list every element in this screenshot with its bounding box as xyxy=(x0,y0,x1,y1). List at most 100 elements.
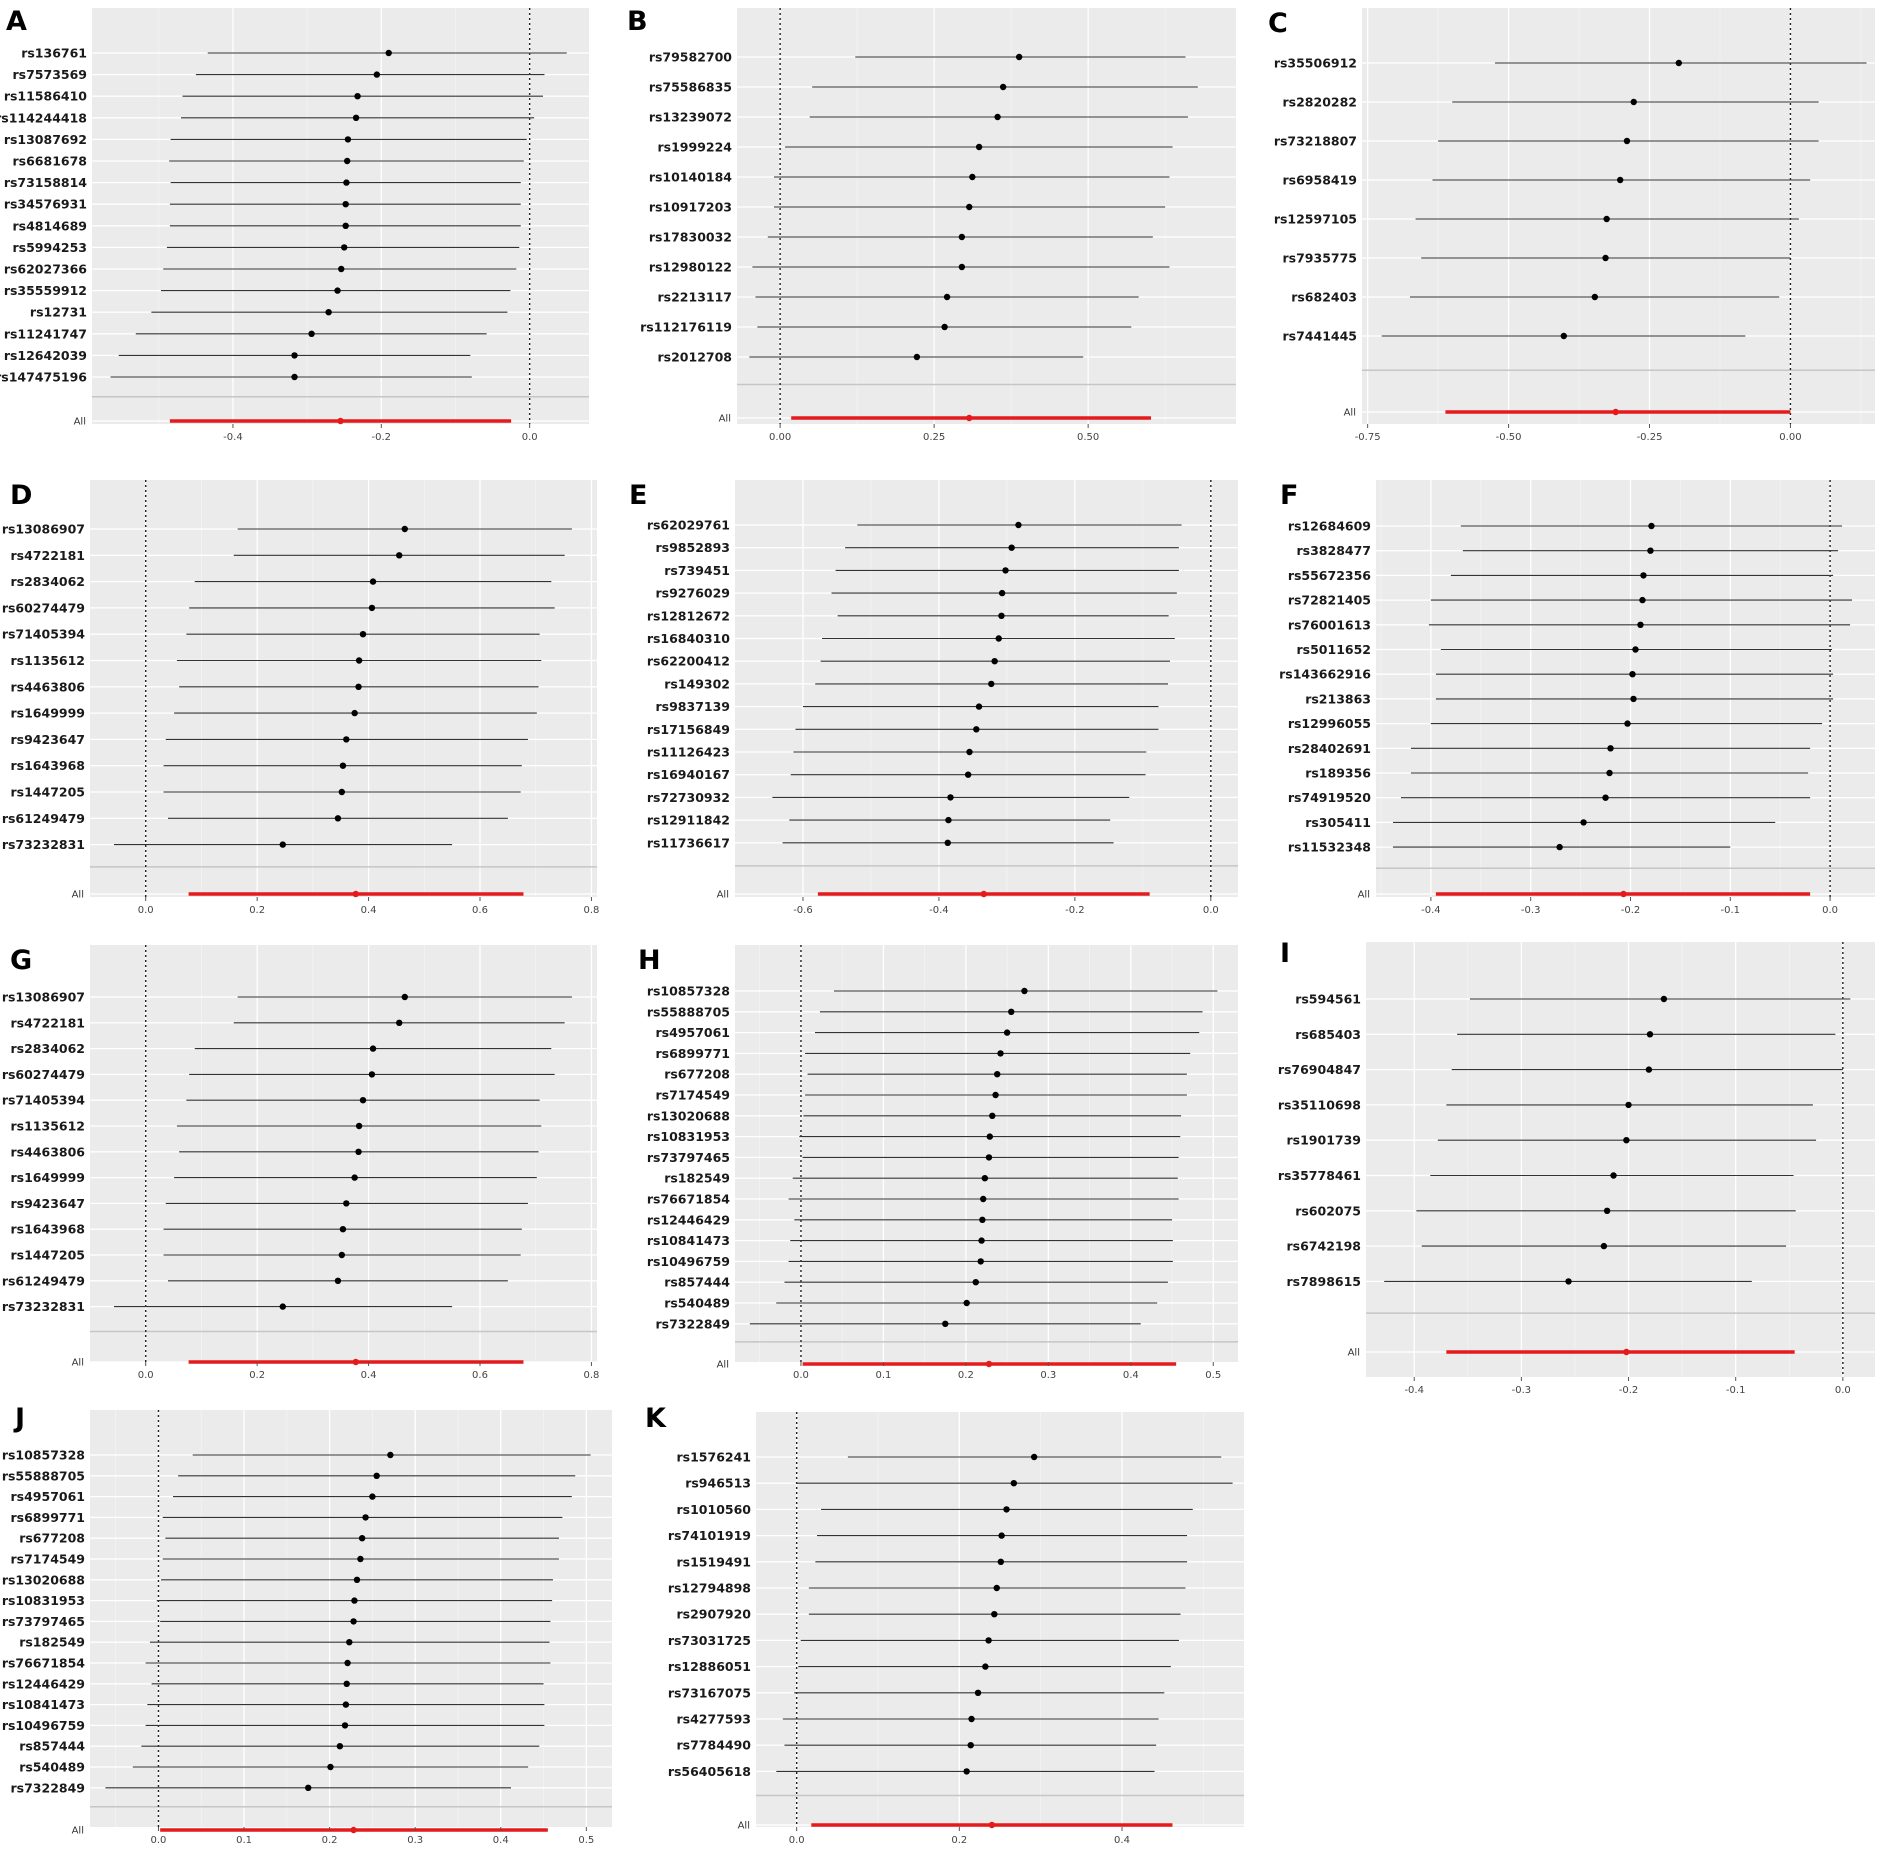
x-tick-label: 0.0 xyxy=(1203,905,1219,916)
snp-label: rs9276029 xyxy=(656,586,731,601)
overall-label: All xyxy=(1348,1348,1360,1359)
snp-label: rs73797465 xyxy=(647,1150,730,1165)
x-tick-label: -0.75 xyxy=(1355,432,1381,443)
panel-letter-k: K xyxy=(645,1403,666,1434)
snp-label: rs4957061 xyxy=(11,1489,86,1504)
snp-estimate-point xyxy=(1607,745,1614,752)
snp-label: rs4277593 xyxy=(677,1712,752,1727)
snp-label: rs6742198 xyxy=(1287,1239,1362,1254)
forest-panel-h: rs10857328 rs55888705 rs4957061 rs6899771 rs… xyxy=(647,945,1238,1381)
snp-estimate-point xyxy=(339,1226,347,1233)
x-tick-label: 0.3 xyxy=(1040,1370,1056,1381)
snp-label: rs4463806 xyxy=(11,679,86,694)
snp-label: rs857444 xyxy=(664,1275,730,1290)
snp-estimate-point xyxy=(1002,567,1009,574)
snp-label: rs2012708 xyxy=(658,350,733,365)
snp-estimate-point xyxy=(1015,53,1023,61)
snp-estimate-point xyxy=(1645,1066,1653,1073)
snp-label: rs61249479 xyxy=(2,811,85,826)
snp-label: rs1643968 xyxy=(11,1222,86,1237)
snp-estimate-point xyxy=(991,1611,998,1618)
snp-estimate-point xyxy=(1556,843,1563,851)
overall-label: All xyxy=(717,1360,729,1371)
snp-label: rs62027366 xyxy=(4,262,87,277)
snp-label: rs13087692 xyxy=(4,132,87,147)
snp-estimate-point xyxy=(969,173,976,181)
snp-label: rs10917203 xyxy=(649,200,732,215)
x-tick-label: -0.2 xyxy=(1621,905,1641,916)
snp-estimate-point xyxy=(1003,1029,1011,1036)
overall-estimate-point xyxy=(985,1360,993,1368)
overall-estimate-point xyxy=(352,1358,359,1366)
snp-estimate-point xyxy=(1565,1278,1572,1285)
x-tick-label: -0.3 xyxy=(1512,1385,1532,1396)
snp-label: rs7322849 xyxy=(656,1316,731,1331)
snp-label: rs35778461 xyxy=(1278,1168,1361,1183)
forest-panel-j: rs10857328 rs55888705 rs4957061 rs6899771 rs… xyxy=(2,1410,612,1846)
panel-letter-c: C xyxy=(1268,8,1288,39)
panel-letter-i: I xyxy=(1280,938,1291,969)
snp-estimate-point xyxy=(339,762,347,769)
snp-label: rs1643968 xyxy=(11,758,86,773)
snp-estimate-point xyxy=(1646,1031,1654,1038)
x-tick-label: 0.2 xyxy=(249,905,265,916)
snp-estimate-point xyxy=(985,1154,993,1161)
x-tick-label: 0.4 xyxy=(361,1370,377,1381)
snp-estimate-point xyxy=(1580,819,1587,826)
snp-label: rs73031725 xyxy=(668,1633,751,1648)
snp-label: rs76671854 xyxy=(2,1656,85,1671)
snp-label: rs35506912 xyxy=(1274,56,1357,71)
snp-label: rs73167075 xyxy=(668,1685,751,1700)
panel-letter-b: B xyxy=(627,6,648,37)
snp-estimate-point xyxy=(358,1535,366,1542)
overall-label: All xyxy=(717,890,729,901)
plot-background xyxy=(90,480,597,897)
snp-estimate-point xyxy=(994,1071,1001,1078)
x-tick-label: -0.50 xyxy=(1496,432,1522,443)
snp-label: rs73158814 xyxy=(4,175,87,190)
snp-estimate-point xyxy=(968,1715,975,1723)
snp-label: rs73797465 xyxy=(2,1614,85,1629)
x-tick-label: 0.0 xyxy=(793,1370,809,1381)
x-tick-label: 0.4 xyxy=(1114,1835,1130,1846)
snp-estimate-point xyxy=(343,1200,350,1207)
snp-label: rs10841473 xyxy=(647,1233,730,1248)
snp-label: rs4463806 xyxy=(11,1144,86,1159)
snp-estimate-point xyxy=(341,244,348,251)
snp-estimate-point xyxy=(972,1279,979,1286)
snp-label: rs12886051 xyxy=(668,1659,751,1674)
snp-estimate-point xyxy=(913,353,921,361)
snp-label: rs677208 xyxy=(664,1067,730,1082)
snp-estimate-point xyxy=(368,604,376,612)
snp-estimate-point xyxy=(964,771,972,778)
x-tick-label: -0.4 xyxy=(929,905,949,916)
x-tick-label: 0.2 xyxy=(951,1835,967,1846)
snp-estimate-point xyxy=(963,1299,970,1307)
snp-estimate-point xyxy=(979,1216,986,1224)
snp-estimate-point xyxy=(385,49,392,57)
snp-estimate-point xyxy=(1602,254,1609,262)
snp-estimate-point xyxy=(401,525,408,533)
snp-estimate-point xyxy=(1008,1008,1015,1015)
snp-label: rs1135612 xyxy=(11,653,86,668)
snp-estimate-point xyxy=(1030,1453,1038,1461)
snp-estimate-point xyxy=(1560,332,1568,340)
snp-estimate-point xyxy=(334,287,341,294)
snp-estimate-point xyxy=(986,1133,993,1140)
panel-letter-g: G xyxy=(10,945,33,976)
x-tick-label: -0.4 xyxy=(1404,1385,1424,1396)
snp-label: rs62200412 xyxy=(647,654,730,669)
snp-estimate-point xyxy=(1008,544,1015,551)
overall-label: All xyxy=(72,1358,84,1369)
snp-label: rs7784490 xyxy=(677,1738,752,1753)
snp-label: rs3828477 xyxy=(1297,543,1372,558)
snp-estimate-point xyxy=(350,1618,357,1625)
snp-estimate-point xyxy=(1610,1172,1617,1179)
x-tick-label: 0.2 xyxy=(958,1370,974,1381)
snp-label: rs594561 xyxy=(1295,992,1361,1007)
snp-estimate-point xyxy=(1616,176,1624,184)
snp-estimate-point xyxy=(966,748,973,756)
forest-panel-c: rs35506912 rs2820282 rs73218807 rs6958419 rs… xyxy=(1274,8,1875,443)
snp-label: rs10496759 xyxy=(647,1254,730,1269)
snp-label: rs55888705 xyxy=(647,1004,730,1019)
